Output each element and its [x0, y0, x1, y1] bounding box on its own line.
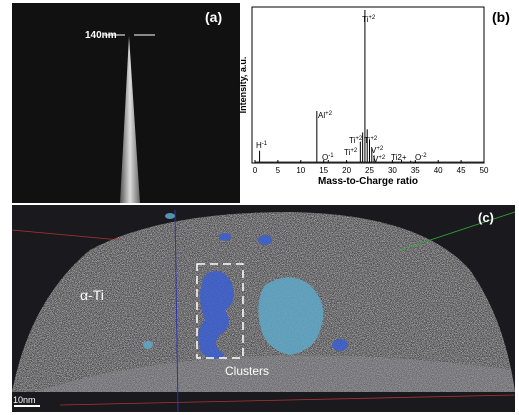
peak-label-charge: +2 — [376, 146, 384, 152]
y-axis-label: Intensity, a.u. — [238, 57, 248, 114]
peak-label: O-2 — [415, 153, 427, 162]
cluster-box — [196, 263, 244, 359]
cluster-label: Clusters — [225, 364, 269, 378]
x-tick-label: 10 — [296, 166, 305, 175]
x-tick-label: 25 — [365, 166, 374, 175]
peak-label-text: V — [373, 155, 379, 164]
peak-label: V+2 — [373, 155, 386, 164]
peak-label-text: Ti2+ — [391, 153, 407, 162]
peak-label-text: V — [371, 146, 377, 155]
axis-line — [174, 209, 179, 413]
peak-label: Ti+2 — [364, 136, 378, 145]
peak-label-charge: +2 — [350, 148, 358, 154]
x-tick-label: 30 — [388, 166, 397, 175]
peak-label-charge: +2 — [370, 136, 378, 142]
peak-label-text: Ti — [362, 15, 369, 24]
panel-label: (c) — [478, 210, 494, 225]
peak-label: Ti+2 — [362, 15, 376, 24]
x-tick-label: 15 — [319, 166, 328, 175]
peak-label: Al+2 — [318, 111, 333, 120]
panel-label: (a) — [205, 9, 222, 25]
clusters — [143, 213, 348, 359]
peak-label-text: O — [415, 153, 421, 162]
x-tick-label: 0 — [253, 166, 258, 175]
x-tick-label: 45 — [457, 166, 466, 175]
peak-label: Ti+2 — [344, 148, 358, 157]
cluster — [258, 235, 272, 245]
peak-label-charge: +2 — [378, 155, 386, 161]
axis-line — [399, 211, 516, 251]
cluster — [198, 271, 234, 359]
phase-label: α-Ti — [80, 287, 104, 303]
peak-label: Ti2+ — [391, 153, 407, 162]
peak-label-text: H — [256, 141, 262, 150]
peak-label: V+2 — [371, 146, 384, 155]
width-label: 140nm — [85, 30, 117, 41]
peak-label-text: Ti — [364, 136, 371, 145]
peak-label-charge: -2 — [421, 153, 427, 159]
cluster — [219, 233, 231, 241]
peak-label-charge: -1 — [262, 141, 268, 147]
peak-label-charge: +2 — [355, 136, 363, 142]
panel-label: (b) — [492, 9, 510, 25]
peak-label-charge: -1 — [328, 153, 334, 159]
x-tick-label: 40 — [434, 166, 443, 175]
cluster — [332, 339, 348, 351]
peak-label-text: Al — [318, 111, 325, 120]
spectrum: (b) Mass-to-Charge ratio Intensity, a.u.… — [238, 6, 510, 187]
peak-label-text: Ti — [349, 136, 356, 145]
peak-label-text: O — [322, 153, 328, 162]
cluster — [165, 213, 175, 219]
x-tick-label: 5 — [276, 166, 281, 175]
shade — [12, 355, 515, 392]
x-axis-label: Mass-to-Charge ratio — [318, 176, 418, 187]
axis-line — [11, 229, 121, 241]
x-tick-label: 35 — [411, 166, 420, 175]
peak-label-charge: +2 — [325, 111, 333, 117]
peak-label-text: Ti — [344, 148, 351, 157]
cluster — [258, 277, 324, 355]
peak-label-charge: +2 — [368, 15, 376, 21]
tip — [120, 36, 140, 203]
peak-label: Ti+2 — [349, 136, 363, 145]
x-tick-label: 50 — [480, 166, 489, 175]
axis-line — [59, 394, 516, 406]
peak-label: O-1 — [322, 153, 334, 162]
x-tick-label: 20 — [342, 166, 351, 175]
plot-frame — [251, 6, 485, 164]
peak-label: H-1 — [256, 141, 268, 150]
cluster — [143, 341, 153, 349]
scale-bar-label: 10nm — [13, 395, 36, 405]
